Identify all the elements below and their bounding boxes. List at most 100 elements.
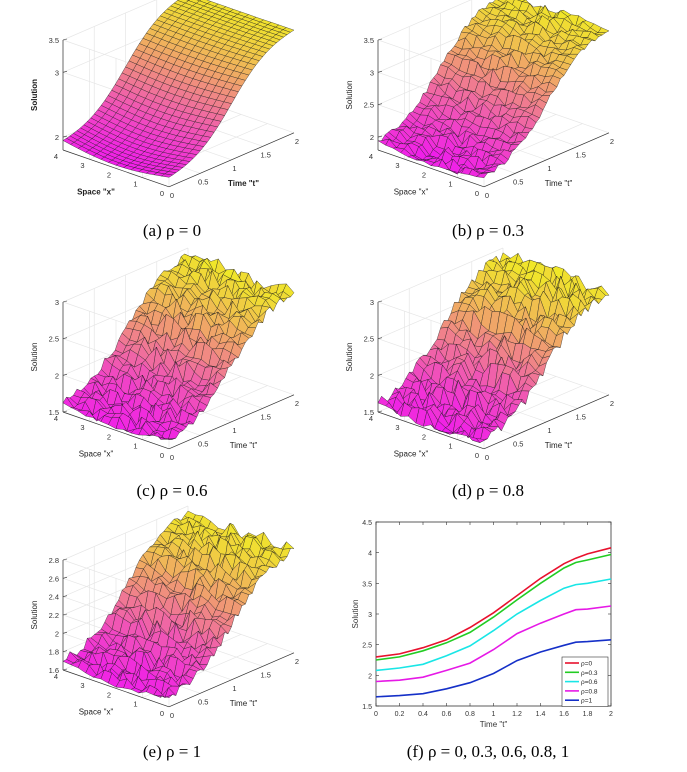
x-tick-label: 4 (54, 672, 58, 681)
t-tick-label: 1 (232, 684, 236, 693)
z-tick (62, 337, 68, 339)
t-tick-label: 1 (547, 426, 551, 435)
x-axis-label: Space "x" (79, 449, 114, 458)
t-tick-label: 2 (610, 399, 614, 408)
x-tick-label: 2 (609, 711, 613, 718)
caption-a: (a) ρ = 0 (143, 221, 201, 240)
caption-d: (d) ρ = 0.8 (452, 481, 524, 500)
x-tick-label: 1.8 (583, 711, 593, 718)
surface-mesh (377, 252, 610, 443)
z-tick-label: 3 (55, 68, 59, 77)
z-axis-label: Solution (30, 79, 39, 111)
surface-patch (161, 437, 173, 440)
x-tick-label: 3 (80, 423, 84, 432)
z-tick (62, 135, 68, 138)
t-axis-line (168, 132, 295, 188)
x-axis-label: Time "t" (480, 720, 508, 729)
x-tick-label: 2 (422, 432, 426, 441)
x-axis-label: Space "x" (394, 449, 429, 458)
z-axis-label: Solution (30, 343, 39, 372)
z-axis-label: Solution (345, 81, 354, 110)
x-tick-label: 1 (492, 711, 496, 718)
x-tick-label: 1 (133, 442, 137, 451)
z-tick (377, 103, 383, 105)
t-tick-label: 1.5 (576, 412, 586, 421)
x-axis-line (62, 411, 170, 450)
grid-line (377, 0, 472, 41)
z-tick-label: 2.4 (49, 593, 59, 602)
t-tick-label: 2 (295, 657, 299, 666)
x-tick-label: 0.8 (465, 711, 475, 718)
t-tick-label: 1 (232, 164, 236, 173)
grid-line (377, 247, 504, 303)
x-tick-label: 4 (369, 152, 373, 161)
caption-f: (f) ρ = 0, 0.3, 0.6, 0.8, 1 (407, 742, 570, 761)
z-tick (377, 71, 383, 73)
z-tick-label: 3 (370, 298, 374, 307)
t-axis-line (483, 394, 610, 450)
x-axis-line (62, 669, 170, 708)
z-tick (377, 135, 383, 138)
x-tick-label: 0 (374, 711, 378, 718)
z-tick (62, 71, 68, 73)
surface-plot-c: 1.5 2 2.5 3 0 1 2 3 4 0 0.5 1 1.5 2 Solution Space "x" T… (30, 247, 299, 462)
z-tick-label: 2 (55, 133, 59, 142)
x-tick-label: 1 (133, 180, 137, 189)
surface-plot-a: 2 3 3.5 0 1 2 3 4 0 0.5 1 1.5 2 Solution Space "x" Time… (30, 0, 299, 200)
x-tick-label: 0.6 (442, 711, 452, 718)
z-tick-label: 2 (55, 629, 59, 638)
line-plot-f: 0 0.2 0.4 0.6 0.8 1 1.2 1.4 1.6 1.8 2 1.5 2 2.5 3 3.5 4 4… (351, 520, 613, 729)
surface-patch (475, 172, 488, 178)
z-tick (62, 577, 68, 579)
z-tick (377, 374, 383, 376)
t-tick-label: 0.5 (513, 439, 523, 448)
t-axis-label: Time "t" (545, 179, 573, 188)
z-tick-label: 1.6 (49, 666, 59, 675)
y-axis-label: Solution (351, 600, 360, 629)
x-axis-label: Space "x" (79, 707, 114, 716)
t-tick-label: 0 (485, 453, 489, 462)
legend-label: ρ=0.8 (581, 688, 598, 695)
series-line (375, 547, 612, 658)
z-tick (62, 632, 68, 634)
surface-mesh (62, 253, 295, 440)
z-tick-label: 2.2 (49, 611, 59, 620)
z-axis-label: Solution (345, 343, 354, 372)
z-tick-label: 1.5 (49, 408, 59, 417)
z-tick (62, 300, 68, 303)
t-tick-label: 0 (170, 711, 174, 720)
z-tick-label: 3.5 (364, 36, 374, 45)
t-axis-label: Time "t" (545, 441, 573, 450)
z-tick-label: 3 (370, 68, 374, 77)
surface-patch (161, 694, 173, 698)
grid-line (62, 505, 189, 561)
x-tick-label: 0.2 (395, 711, 405, 718)
x-tick-label: 1 (448, 180, 452, 189)
x-axis-label: Space "x" (77, 187, 115, 196)
legend-label: ρ=0.3 (581, 670, 598, 677)
z-tick-label: 2.6 (49, 574, 59, 583)
y-tick-label: 1.5 (362, 704, 372, 711)
surface-mesh (62, 0, 295, 178)
series-line (375, 578, 612, 672)
surface-mesh (62, 510, 295, 698)
t-tick-label: 0.5 (198, 697, 208, 706)
t-tick-label: 0.5 (513, 177, 523, 186)
x-tick-label: 0 (160, 189, 164, 198)
y-tick-label: 3.5 (362, 581, 372, 588)
x-tick-label: 2 (107, 170, 111, 179)
caption-c: (c) ρ = 0.6 (137, 481, 208, 500)
x-tick-label: 2 (422, 170, 426, 179)
z-tick-label: 2.5 (364, 101, 374, 110)
legend-label: ρ=0 (581, 661, 592, 668)
t-tick-label: 2 (610, 137, 614, 146)
z-tick (62, 374, 68, 376)
legend-label: ρ=0.6 (581, 679, 598, 686)
x-tick-label: 1.6 (559, 711, 569, 718)
grid-line (62, 0, 157, 41)
t-tick-label: 1 (232, 426, 236, 435)
z-tick (377, 300, 383, 303)
x-axis-label: Space "x" (394, 187, 429, 196)
caption-b: (b) ρ = 0.3 (452, 221, 524, 240)
